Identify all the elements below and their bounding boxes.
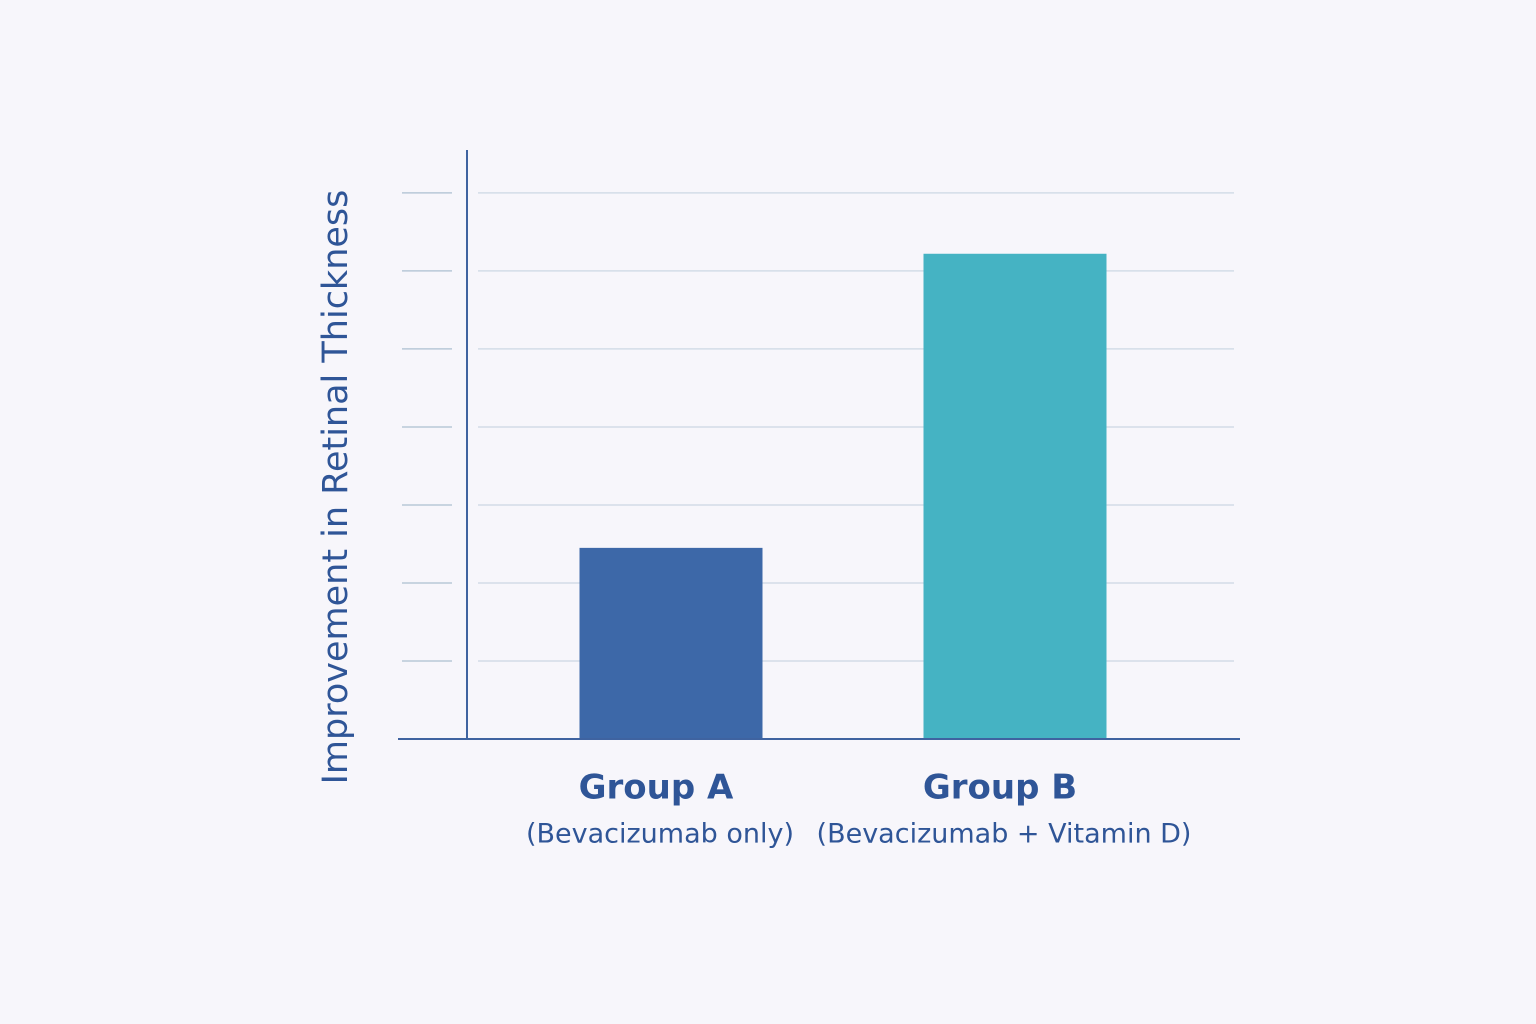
x-tick-label: Group B <box>923 768 1077 808</box>
y-axis-label: Improvement in Retinal Thickness <box>316 190 356 785</box>
x-tick-note: (Bevacizumab + Vitamin D) <box>817 819 1192 850</box>
bar <box>579 547 763 739</box>
x-tick-note: (Bevacizumab only) <box>526 819 794 850</box>
bar <box>923 253 1107 739</box>
x-tick-label: Group A <box>579 768 734 808</box>
